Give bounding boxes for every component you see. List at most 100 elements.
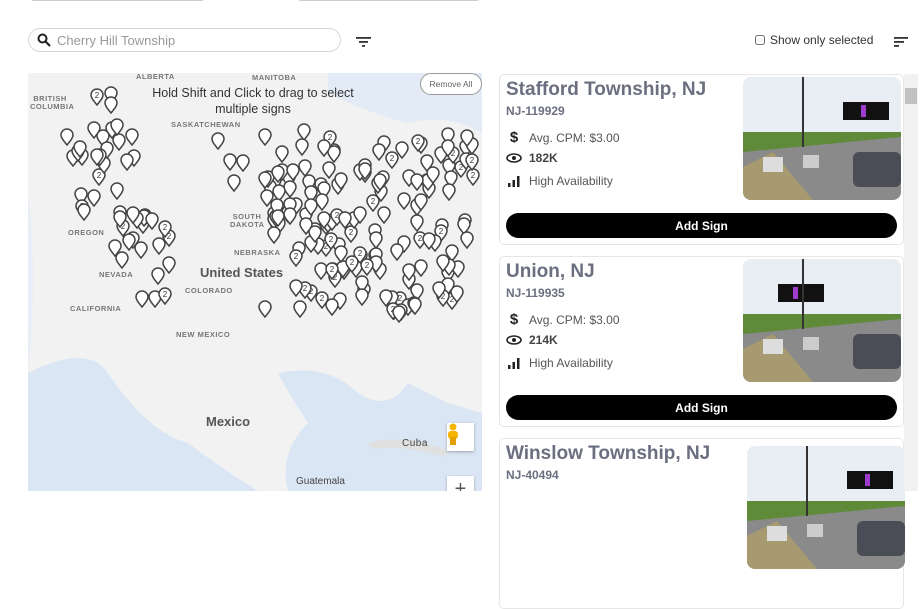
map-cluster-marker[interactable]: 2: [344, 225, 358, 243]
sign-card[interactable]: Stafford Township, NJ NJ-119929 $ Avg. CP…: [499, 74, 904, 245]
map-pin-marker[interactable]: [293, 300, 307, 318]
map-pin-marker[interactable]: [151, 267, 165, 285]
map-cluster-marker[interactable]: 2: [92, 168, 106, 186]
map-cluster-marker[interactable]: 2: [315, 291, 329, 309]
map[interactable]: 222222222222222222222222222222222222222 …: [28, 73, 482, 491]
map-pin-marker[interactable]: [358, 162, 372, 180]
map-pin-marker[interactable]: [258, 300, 272, 318]
map-pin-marker[interactable]: [77, 203, 91, 221]
add-sign-button[interactable]: Add Sign: [506, 213, 897, 238]
map-pin-marker[interactable]: [104, 96, 118, 114]
map-pin-marker[interactable]: [152, 237, 166, 255]
map-pin-marker[interactable]: [308, 225, 322, 243]
map-pin-marker[interactable]: [304, 185, 318, 203]
map-pin-marker[interactable]: [334, 245, 348, 263]
map-pin-marker[interactable]: [445, 244, 459, 262]
map-pin-marker[interactable]: [236, 154, 250, 172]
map-pin-marker[interactable]: [60, 128, 74, 146]
map-pin-marker[interactable]: [135, 290, 149, 308]
map-pin-marker[interactable]: [379, 289, 393, 307]
map-pin-marker[interactable]: [260, 189, 274, 207]
street-view-pegman-icon[interactable]: [447, 423, 474, 451]
map-pin-marker[interactable]: [148, 290, 162, 308]
top-field-left[interactable]: [30, 0, 205, 1]
map-pin-marker[interactable]: [460, 129, 474, 147]
map-pin-marker[interactable]: [134, 241, 148, 259]
map-pin-marker[interactable]: [410, 214, 424, 232]
map-pin-marker[interactable]: [317, 139, 331, 157]
map-pin-marker[interactable]: [110, 118, 124, 136]
map-pin-marker[interactable]: [410, 283, 424, 301]
map-pin-marker[interactable]: [426, 166, 440, 184]
map-pin-marker[interactable]: [126, 206, 140, 224]
map-pin-marker[interactable]: [325, 298, 339, 316]
map-cluster-marker[interactable]: 2: [366, 194, 380, 212]
map-cluster-marker[interactable]: 2: [360, 258, 374, 276]
filter-icon[interactable]: [356, 35, 371, 53]
map-pin-marker[interactable]: [460, 231, 474, 249]
map-cluster-marker[interactable]: 2: [158, 220, 172, 238]
map-pin-marker[interactable]: [414, 259, 428, 277]
top-field-right[interactable]: [297, 0, 480, 1]
search-bar[interactable]: [28, 28, 341, 52]
map-pin-marker[interactable]: [145, 212, 159, 230]
map-pin-marker[interactable]: [441, 139, 455, 157]
map-pin-marker[interactable]: [436, 254, 450, 272]
map-pin-marker[interactable]: [314, 262, 328, 280]
map-pin-marker[interactable]: [372, 143, 386, 161]
map-cluster-marker[interactable]: 2: [385, 151, 399, 169]
sign-card[interactable]: Winslow Township, NJ NJ-40494: [499, 438, 905, 609]
map-pin-marker[interactable]: [395, 141, 409, 159]
show-only-selected-checkbox[interactable]: [755, 35, 765, 45]
map-pin-marker[interactable]: [258, 171, 272, 189]
map-pin-marker[interactable]: [377, 206, 391, 224]
map-pin-marker[interactable]: [442, 183, 456, 201]
map-pin-marker[interactable]: [444, 170, 458, 188]
map-pin-marker[interactable]: [120, 153, 134, 171]
map-pin-marker[interactable]: [272, 184, 286, 202]
map-pin-marker[interactable]: [297, 123, 311, 141]
map-pin-marker[interactable]: [271, 165, 285, 183]
map-pin-marker[interactable]: [392, 305, 406, 323]
map-pin-marker[interactable]: [122, 233, 136, 251]
map-pin-marker[interactable]: [211, 132, 225, 150]
map-pin-marker[interactable]: [355, 288, 369, 306]
map-pin-marker[interactable]: [286, 163, 300, 181]
map-cluster-marker[interactable]: 2: [90, 88, 104, 106]
map-cluster-marker[interactable]: 2: [325, 262, 339, 280]
map-pin-marker[interactable]: [283, 207, 297, 225]
map-pin-marker[interactable]: [414, 193, 428, 211]
map-pin-marker[interactable]: [299, 217, 313, 235]
map-pin-marker[interactable]: [390, 243, 404, 261]
map-pin-marker[interactable]: [112, 133, 126, 151]
map-pin-marker[interactable]: [334, 172, 348, 190]
map-pin-marker[interactable]: [402, 263, 416, 281]
map-pin-marker[interactable]: [87, 189, 101, 207]
map-pin-marker[interactable]: [408, 297, 422, 315]
scrollbar-thumb[interactable]: [905, 88, 917, 104]
map-pin-marker[interactable]: [410, 173, 424, 191]
map-pin-marker[interactable]: [125, 128, 139, 146]
map-pin-marker[interactable]: [108, 239, 122, 257]
sign-card[interactable]: Union, NJ NJ-119935 $ Avg. CPM: $3.00 214…: [499, 256, 904, 427]
map-pin-marker[interactable]: [355, 275, 369, 293]
map-cluster-marker[interactable]: 2: [289, 249, 303, 267]
map-cluster-marker[interactable]: 2: [324, 232, 338, 250]
map-pin-marker[interactable]: [317, 211, 331, 229]
map-pin-marker[interactable]: [227, 174, 241, 192]
map-pin-marker[interactable]: [450, 285, 464, 303]
map-pin-marker[interactable]: [258, 128, 272, 146]
map-pin-marker[interactable]: [298, 159, 312, 177]
map-pin-marker[interactable]: [338, 211, 352, 229]
map-pin-marker[interactable]: [432, 281, 446, 299]
map-pin-marker[interactable]: [373, 173, 387, 191]
map-pin-marker[interactable]: [113, 210, 127, 228]
map-pin-marker[interactable]: [397, 192, 411, 210]
map-pin-marker[interactable]: [289, 279, 303, 297]
map-cluster-marker[interactable]: 2: [465, 153, 479, 171]
map-pin-marker[interactable]: [353, 206, 367, 224]
map-cluster-marker[interactable]: 2: [158, 287, 172, 305]
map-pin-marker[interactable]: [223, 153, 237, 171]
map-pin-marker[interactable]: [271, 209, 285, 227]
map-cluster-marker[interactable]: 2: [345, 255, 359, 273]
